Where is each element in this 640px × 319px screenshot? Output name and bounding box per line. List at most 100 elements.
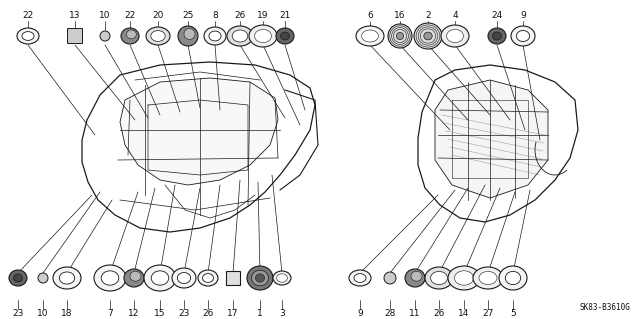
Text: 10: 10: [99, 11, 111, 20]
Text: 27: 27: [483, 308, 493, 317]
Polygon shape: [82, 62, 315, 232]
Ellipse shape: [178, 26, 198, 46]
Text: 26: 26: [202, 308, 214, 317]
Text: 7: 7: [107, 308, 113, 317]
Text: 23: 23: [12, 308, 24, 317]
Ellipse shape: [124, 269, 144, 287]
Ellipse shape: [9, 270, 27, 286]
Ellipse shape: [127, 30, 136, 39]
Ellipse shape: [488, 28, 506, 44]
Ellipse shape: [146, 27, 170, 45]
Ellipse shape: [198, 270, 218, 286]
Ellipse shape: [431, 271, 447, 285]
Ellipse shape: [454, 271, 474, 285]
Text: 9: 9: [520, 11, 526, 20]
Text: 6: 6: [367, 11, 373, 20]
Text: 23: 23: [179, 308, 189, 317]
Ellipse shape: [349, 270, 371, 286]
Text: 5: 5: [510, 308, 516, 317]
Text: 28: 28: [384, 308, 396, 317]
Ellipse shape: [273, 271, 291, 285]
Text: 15: 15: [154, 308, 166, 317]
Ellipse shape: [177, 272, 191, 284]
Text: 13: 13: [69, 11, 81, 20]
Ellipse shape: [22, 32, 34, 41]
Ellipse shape: [479, 271, 497, 285]
Ellipse shape: [227, 26, 253, 46]
Text: 19: 19: [257, 11, 269, 20]
Ellipse shape: [280, 32, 289, 40]
Ellipse shape: [447, 29, 463, 43]
Ellipse shape: [209, 31, 221, 41]
Polygon shape: [435, 80, 548, 198]
Text: 22: 22: [124, 11, 136, 20]
Ellipse shape: [202, 274, 214, 282]
Text: 17: 17: [227, 308, 239, 317]
Ellipse shape: [151, 31, 165, 41]
Polygon shape: [120, 78, 278, 185]
Ellipse shape: [247, 266, 273, 290]
Text: 1: 1: [257, 308, 263, 317]
Ellipse shape: [511, 26, 535, 46]
Text: 21: 21: [279, 11, 291, 20]
Ellipse shape: [184, 28, 195, 40]
Circle shape: [384, 272, 396, 284]
Ellipse shape: [60, 272, 75, 284]
Ellipse shape: [506, 271, 521, 285]
Text: 24: 24: [492, 11, 502, 20]
Text: SK83-B3610G: SK83-B3610G: [579, 303, 630, 312]
Bar: [226, 271, 240, 285]
Text: 11: 11: [409, 308, 420, 317]
Text: 14: 14: [458, 308, 470, 317]
Ellipse shape: [151, 271, 169, 285]
Ellipse shape: [441, 25, 469, 47]
Ellipse shape: [17, 28, 39, 44]
Ellipse shape: [13, 274, 22, 282]
Ellipse shape: [276, 274, 287, 282]
Text: 3: 3: [279, 308, 285, 317]
Ellipse shape: [493, 32, 502, 40]
Ellipse shape: [516, 31, 530, 41]
Ellipse shape: [204, 27, 226, 45]
Text: 20: 20: [152, 11, 164, 20]
Text: 26: 26: [433, 308, 445, 317]
Text: 8: 8: [212, 11, 218, 20]
Circle shape: [100, 31, 110, 41]
Text: 16: 16: [394, 11, 406, 20]
Text: 25: 25: [182, 11, 194, 20]
Text: 2: 2: [425, 11, 431, 20]
Ellipse shape: [473, 267, 503, 289]
Text: 4: 4: [452, 11, 458, 20]
Ellipse shape: [411, 271, 422, 281]
Ellipse shape: [101, 271, 119, 285]
Ellipse shape: [255, 274, 264, 282]
Ellipse shape: [414, 23, 442, 49]
Ellipse shape: [172, 268, 196, 288]
Text: 22: 22: [22, 11, 34, 20]
Ellipse shape: [499, 266, 527, 290]
Ellipse shape: [94, 265, 126, 291]
Ellipse shape: [53, 267, 81, 289]
Ellipse shape: [249, 25, 277, 47]
Ellipse shape: [121, 28, 139, 44]
Circle shape: [38, 273, 48, 283]
Ellipse shape: [448, 266, 480, 290]
Ellipse shape: [362, 30, 378, 42]
Ellipse shape: [425, 267, 453, 289]
Ellipse shape: [388, 24, 412, 48]
Ellipse shape: [405, 269, 425, 287]
FancyBboxPatch shape: [67, 28, 83, 43]
Ellipse shape: [144, 265, 176, 291]
Ellipse shape: [354, 274, 366, 282]
Ellipse shape: [396, 33, 404, 40]
Ellipse shape: [130, 271, 141, 281]
Ellipse shape: [255, 29, 271, 43]
Ellipse shape: [424, 32, 432, 40]
Ellipse shape: [356, 26, 384, 46]
Ellipse shape: [276, 28, 294, 44]
Polygon shape: [418, 65, 578, 222]
Ellipse shape: [252, 270, 268, 286]
Ellipse shape: [232, 30, 248, 42]
Text: 9: 9: [357, 308, 363, 317]
Text: 10: 10: [37, 308, 49, 317]
